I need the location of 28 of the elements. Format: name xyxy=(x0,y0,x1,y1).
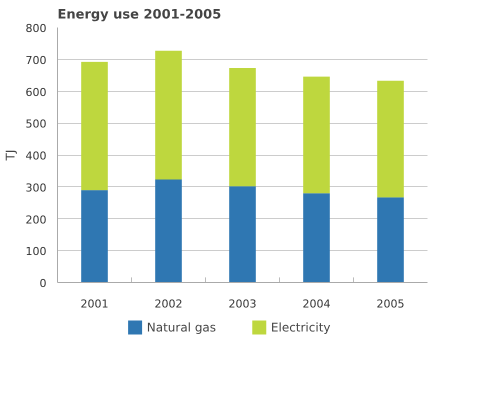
legend-label: Electricity xyxy=(270,320,331,334)
bar xyxy=(155,50,182,180)
y-tick-label: 500 xyxy=(26,118,47,131)
x-tick-label: 2003 xyxy=(228,298,257,310)
y-tick-label: 400 xyxy=(26,150,47,162)
x-tick-label: 2002 xyxy=(154,298,183,310)
bar xyxy=(81,190,108,282)
y-tick-label: 600 xyxy=(26,86,47,99)
y-tick-label: 800 xyxy=(26,22,47,35)
bar xyxy=(81,62,108,190)
y-tick-label: 700 xyxy=(26,54,47,67)
x-tick-label: 2004 xyxy=(302,298,331,310)
y-axis-title: TJ xyxy=(4,150,18,162)
y-tick-label: 200 xyxy=(26,213,47,226)
bar xyxy=(303,193,330,282)
bar xyxy=(229,68,256,186)
y-tick-label: 100 xyxy=(26,245,47,258)
bar xyxy=(377,80,404,198)
legend-label: Natural gas xyxy=(146,320,216,334)
bar xyxy=(303,76,330,194)
bar xyxy=(377,197,404,282)
chart-title: Energy use 2001-2005 xyxy=(58,8,222,22)
bar xyxy=(229,186,256,282)
y-tick-label: 300 xyxy=(26,181,47,194)
x-tick-label: 2001 xyxy=(80,298,109,310)
x-tick-label: 2005 xyxy=(376,298,405,310)
bar xyxy=(155,180,182,282)
y-tick-label: 0 xyxy=(40,277,46,290)
